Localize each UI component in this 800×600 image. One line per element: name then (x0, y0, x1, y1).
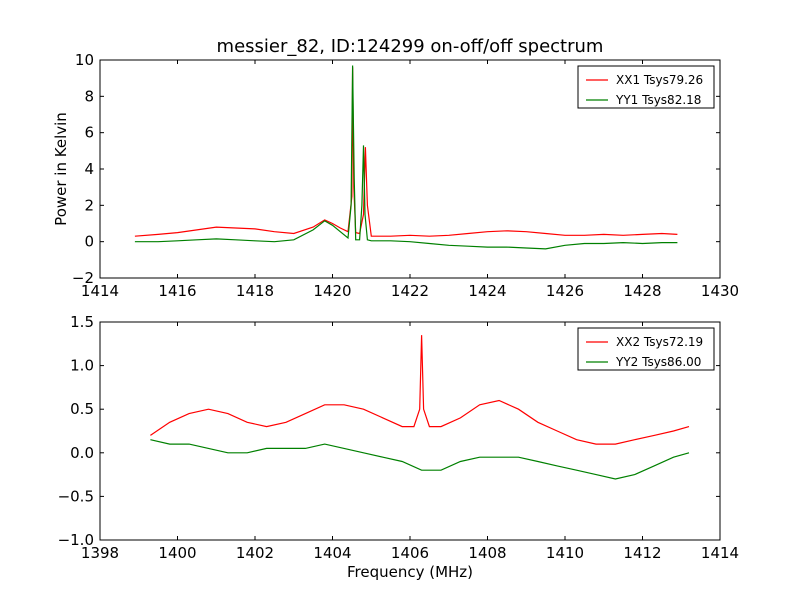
x-tick-label: 1398 (81, 544, 119, 562)
legend (577, 65, 715, 109)
x-tick-label: 1430 (701, 282, 739, 300)
y-tick-label: 8 (84, 87, 94, 105)
x-tick-label: 1420 (313, 282, 351, 300)
y-tick-label: −2 (72, 269, 94, 287)
y-tick-label: 0.0 (70, 444, 94, 462)
x-tick-label: 1426 (546, 282, 584, 300)
x-tick-label: 1418 (236, 282, 274, 300)
y-tick-label: 1.0 (70, 357, 94, 375)
y-tick-label: 10 (75, 51, 94, 69)
x-tick-label: 1400 (158, 544, 196, 562)
legend-label: XX1 Tsys79.26 (616, 73, 703, 87)
legend-label: XX2 Tsys72.19 (616, 335, 703, 349)
x-tick-label: 1414 (81, 282, 119, 300)
x-tick-label: 1406 (391, 544, 429, 562)
x-tick-label: 1428 (623, 282, 661, 300)
x-tick-label: 1410 (546, 544, 584, 562)
x-tick-label: 1414 (701, 544, 739, 562)
x-tick-label: 1424 (468, 282, 506, 300)
x-tick-label: 1416 (158, 282, 196, 300)
y-tick-label: 1.5 (70, 313, 94, 331)
bottom-panel: 1398 1400 1402 1404 1406 1408 1410 1412 1414 −1.0… (58, 313, 740, 562)
y-axis-label: Power in Kelvin (52, 112, 70, 226)
legend (577, 327, 715, 371)
x-tick-label: 1422 (391, 282, 429, 300)
y-tick-label: 0.5 (70, 400, 94, 418)
series-line-red (134, 67, 678, 237)
series-line-green (150, 439, 690, 480)
y-tick-label: 4 (84, 160, 94, 178)
y-tick-label: −0.5 (58, 487, 94, 505)
y-tick-label: 6 (84, 124, 94, 142)
legend-label: YY2 Tsys86.00 (615, 355, 701, 369)
x-tick-label: 1404 (313, 544, 351, 562)
x-tick-label: 1402 (236, 544, 274, 562)
y-tick-label: −1.0 (58, 531, 94, 549)
series-line-green (134, 65, 678, 250)
x-axis-label: Frequency (MHz) (347, 563, 473, 581)
y-tick-label: 0 (84, 233, 94, 251)
top-panel: 1414 1416 1418 1420 1422 1424 1426 1428 1430 −2 0 2… (72, 51, 739, 300)
y-tick-label: 2 (84, 196, 94, 214)
x-tick-label: 1412 (623, 544, 661, 562)
legend-label: YY1 Tsys82.18 (615, 93, 701, 107)
series-line-red (150, 335, 690, 445)
chart-title: messier_82, ID:124299 on-off/off spectru… (217, 36, 604, 57)
x-tick-label: 1408 (468, 544, 506, 562)
